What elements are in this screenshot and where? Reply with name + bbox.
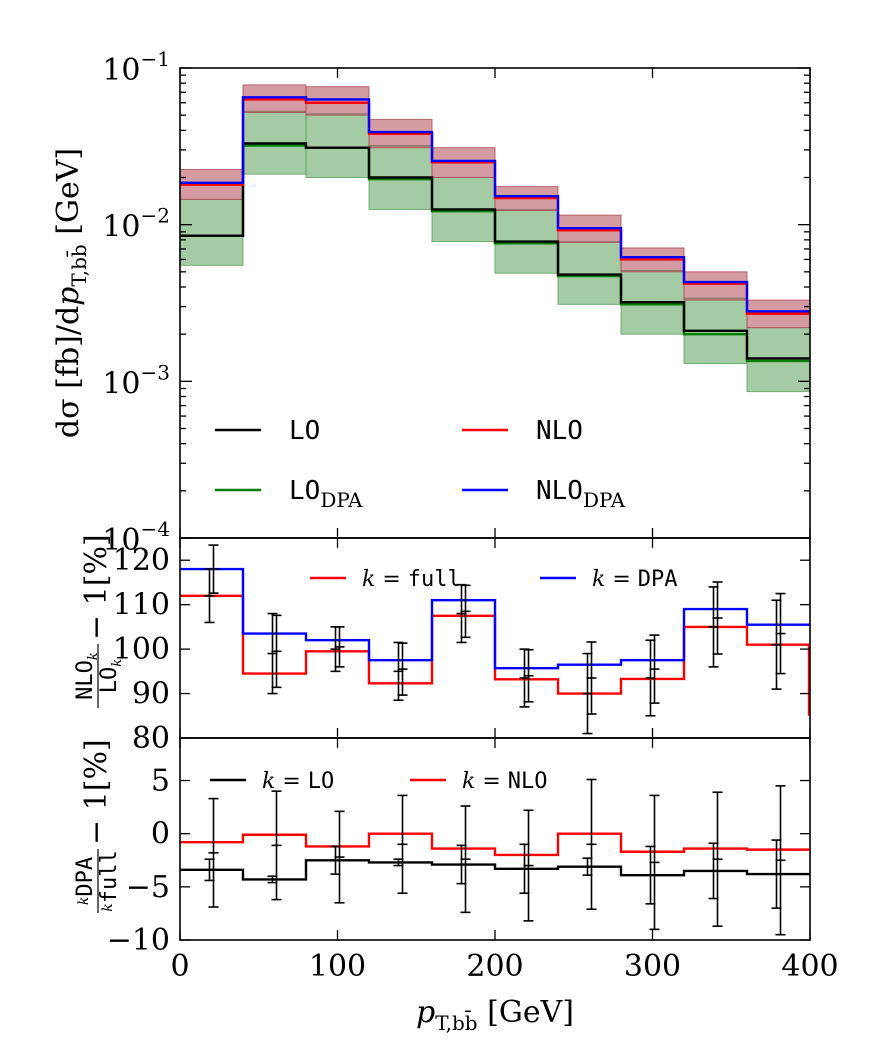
band-nlo-bin-8: [683, 271, 748, 301]
y-tick-label-r2: 0: [151, 817, 170, 852]
y-label-r1-tail: − 1[%]: [79, 534, 114, 640]
ratio-panel-bottom-frame: [179, 737, 811, 941]
legend-item-lo: LO: [215, 416, 320, 446]
y-label-r2-numerator: kDPA: [73, 857, 98, 905]
y-tick-label-main: 10−1: [102, 47, 170, 88]
ratio-panel-top: 80 90 100 110 120 k = full k = DPA: [113, 537, 811, 756]
band-lo-dpa-bin-6: [557, 241, 622, 305]
y-tick-label-r1: 100: [113, 632, 170, 667]
legend-label: NLO: [536, 416, 583, 446]
x-axis-label: pT,bb̄ [GeV]: [416, 995, 574, 1035]
legend-item-k-nlo: k = NLO: [410, 769, 548, 794]
y-axis-label-main: dσ [fb]/dpT,bb̄ [GeV]: [51, 148, 91, 438]
line-k-nlo: [180, 832, 810, 857]
y-label-r1-denominator: LOk: [97, 659, 125, 694]
x-tick-label: 400: [781, 949, 838, 984]
legend-label: LODPA: [289, 476, 363, 512]
legend-item-k-dpa: k = DPA: [540, 567, 678, 592]
y-tick-label-r2: −10: [107, 923, 170, 958]
y-label-r1-numerator: NLOk: [73, 652, 101, 700]
y-tick-label-r2: 5: [151, 764, 170, 799]
legend-label: k = LO: [262, 769, 334, 794]
y-tick-label-r1: 80: [132, 721, 170, 756]
x-tick-label: 100: [309, 949, 366, 984]
x-tick-label: 0: [170, 949, 189, 984]
legend-label: k = full: [362, 567, 461, 592]
line-k-dpa: [180, 567, 810, 670]
y-tick-label-r1: 90: [132, 677, 170, 712]
x-tick-label: 300: [624, 949, 681, 984]
legend-item-nlo-dpa: NLODPA: [462, 476, 626, 512]
y-tick-label-main: 10−4: [102, 517, 170, 558]
legend-label: k = DPA: [592, 567, 678, 592]
y-tick-label-r2: −5: [126, 870, 170, 905]
line-k-lo: [180, 859, 810, 881]
x-tick-label: 200: [466, 949, 523, 984]
legend-label: NLODPA: [536, 476, 626, 512]
line-nlo-dpa: [180, 96, 810, 313]
main-panel: 10−1 10−2 10−3 10−4 LO NLO LODPA NLODPA: [102, 47, 811, 558]
legend-item-nlo: NLO: [462, 416, 583, 446]
y-label-r2-denominator: kfull: [97, 850, 122, 911]
y-tick-label-main: 10−3: [102, 360, 170, 401]
legend-label: k = NLO: [462, 769, 548, 794]
band-lo-dpa-bin-2: [305, 113, 370, 179]
legend-item-lo-dpa: LODPA: [215, 476, 363, 512]
y-label-r2-tail: − 1[%]: [79, 739, 114, 845]
legend-label: LO: [289, 416, 320, 446]
band-lo-dpa-bin-0: [179, 198, 244, 266]
band-nlo-bin-2: [305, 86, 370, 116]
y-tick-label-r1: 110: [113, 588, 170, 623]
y-tick-label-main: 10−2: [102, 204, 170, 245]
legend-item-k-lo: k = LO: [210, 769, 334, 794]
band-lo-dpa-bin-9: [746, 327, 811, 393]
legend-item-k-full: k = full: [310, 567, 461, 592]
line-lo: [180, 142, 810, 360]
y-tick-label-r1: 120: [113, 543, 170, 578]
